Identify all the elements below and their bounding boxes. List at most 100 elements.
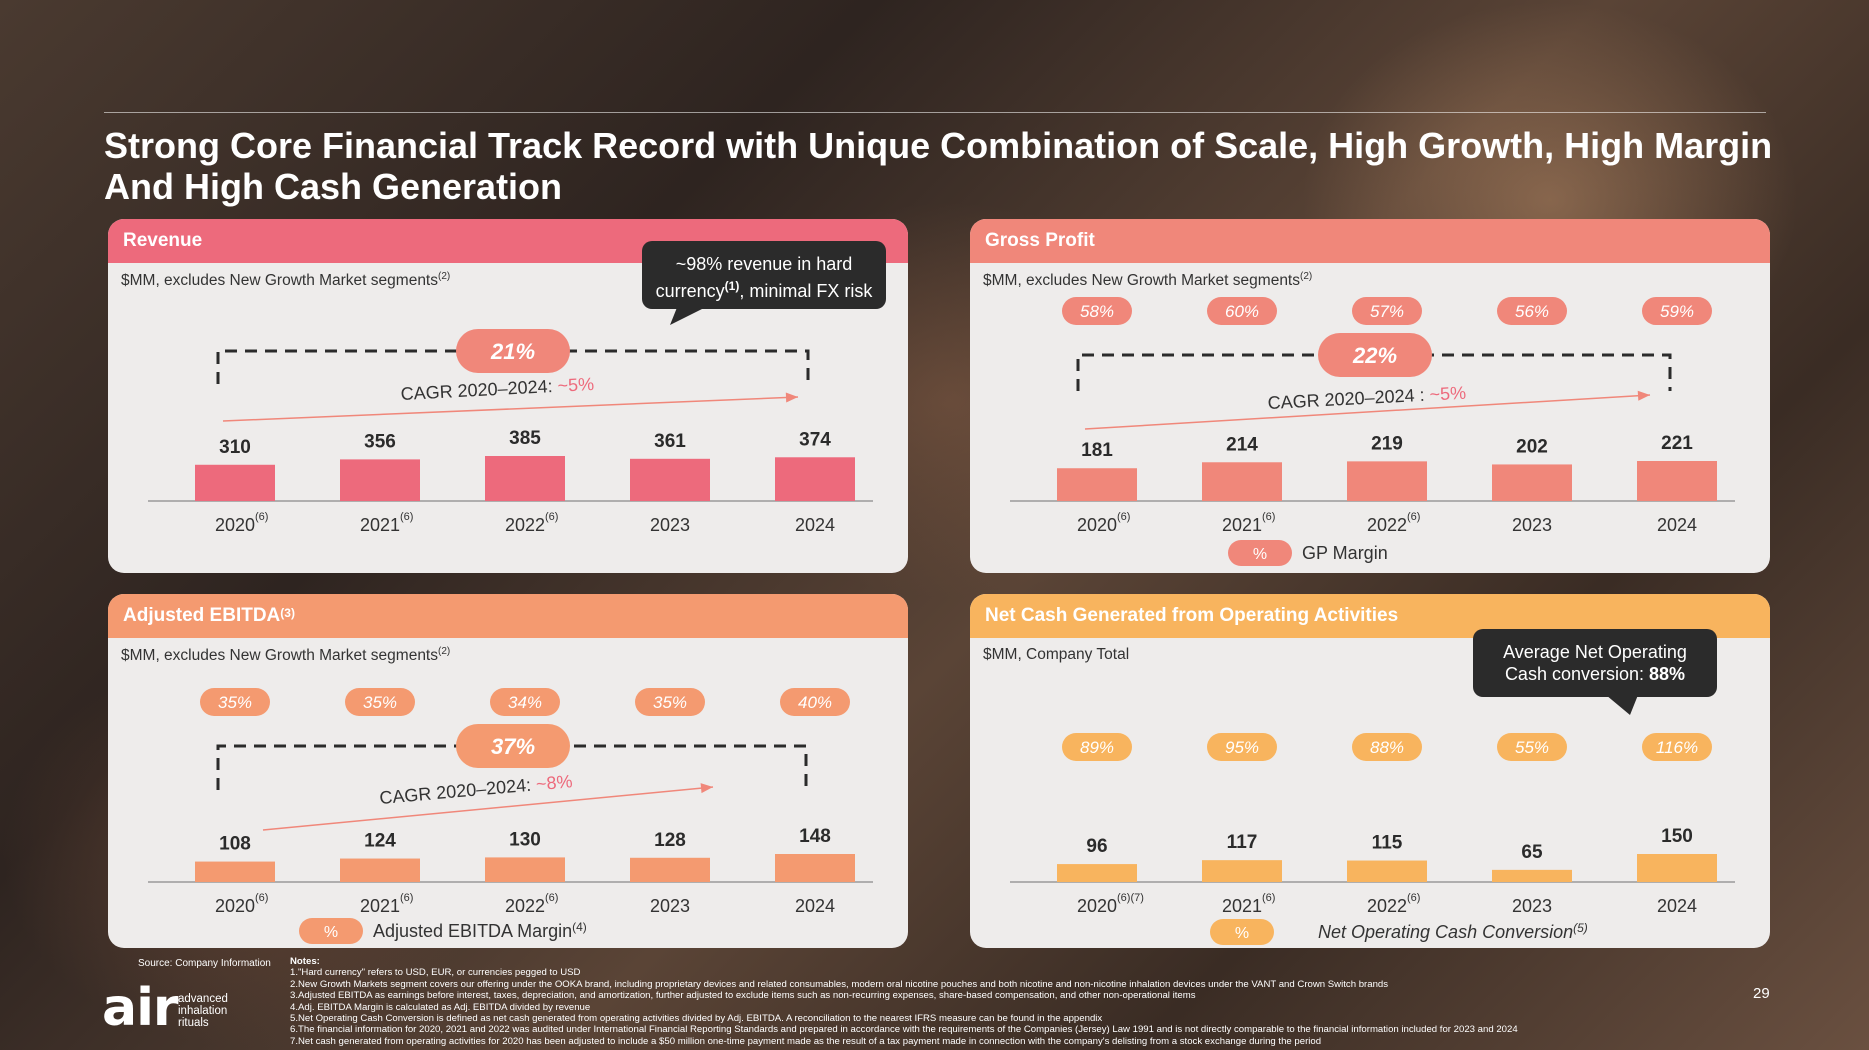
data-label: 361 <box>654 431 686 452</box>
ebitda-panel: Adjusted EBITDA(3) $MM, excludes New Gro… <box>108 594 908 948</box>
data-label: 221 <box>1661 433 1693 454</box>
margin-label: 55% <box>1515 738 1549 757</box>
revenue-callout: ~98% revenue in hard currency(1), minima… <box>642 241 886 309</box>
net-cash-callout-value: 88% <box>1649 664 1686 684</box>
ebitda-subtitle-footnote: (2) <box>438 646 451 657</box>
data-label: 115 <box>1372 833 1403 854</box>
logo-wordmark: air <box>102 978 179 1038</box>
cagr-arrowhead <box>700 783 713 794</box>
margin-pill <box>635 688 705 716</box>
data-label: 150 <box>1661 826 1693 847</box>
tick-label-footnote: (6) <box>545 511 558 523</box>
source-note: Source: Company Information <box>138 958 271 969</box>
legend-footnote: (5) <box>1573 921 1588 935</box>
note-item: 6.The financial information for 2020, 20… <box>290 1024 1518 1036</box>
net-cash-subtitle: $MM, Company Total <box>983 646 1129 664</box>
cagr-arrow <box>1084 394 1651 430</box>
margin-label: 95% <box>1225 738 1259 757</box>
tick-label: 2021 <box>360 515 400 535</box>
tick-label-footnote: (6) <box>1407 892 1420 904</box>
margin-label: 57% <box>1370 302 1404 321</box>
tick-label-footnote: (6) <box>545 892 558 904</box>
bar <box>340 858 420 882</box>
tick-label: 2022 <box>505 515 545 535</box>
tick-label-footnote: (6) <box>1407 511 1420 523</box>
margin-label: 88% <box>1370 738 1404 757</box>
legend-label: Adjusted EBITDA Margin(4) <box>373 920 587 941</box>
margin-label: 35% <box>218 693 252 712</box>
margin-label: 60% <box>1225 302 1259 321</box>
revenue-subtitle-text: $MM, excludes New Growth Market segments <box>121 272 438 290</box>
data-label: 108 <box>219 834 251 855</box>
margin-pill <box>1207 297 1277 325</box>
cagr-label-text: CAGR 2020–2024: <box>379 774 537 808</box>
bar <box>630 857 710 882</box>
margin-label: 35% <box>363 693 397 712</box>
data-label: 181 <box>1081 440 1113 461</box>
legend-symbol <box>1228 540 1292 566</box>
legend-symbol-label: % <box>324 924 338 941</box>
note-item: 7.Net cash generated from operating acti… <box>290 1035 1322 1047</box>
note-item: 1."Hard currency" refers to USD, EUR, or… <box>290 967 581 979</box>
net-cash-subtitle-text: $MM, Company Total <box>983 646 1130 663</box>
bar <box>485 456 565 501</box>
logo-tagline-line: rituals <box>178 1017 209 1029</box>
gross-profit-header-label: Gross Profit <box>985 230 1095 251</box>
tick-label-footnote: (6) <box>1262 511 1275 523</box>
cagr-label: CAGR 2020–2024: ~5% <box>400 374 594 404</box>
bar <box>1347 860 1427 882</box>
bar <box>1492 869 1572 882</box>
margin-pill <box>1062 733 1132 761</box>
tick-label: 2023 <box>1512 515 1552 535</box>
revenue-subtitle-footnote: (2) <box>438 271 451 282</box>
revenue-callout-currency: currency <box>655 281 725 301</box>
bar <box>1202 860 1282 882</box>
tick-label-footnote: (6)(7) <box>1117 892 1144 904</box>
ebitda-subtitle: $MM, excludes New Growth Market segments… <box>121 646 450 665</box>
bar <box>340 459 420 501</box>
data-label: 310 <box>219 437 251 458</box>
note-item: 2.New Growth Markets segment covers our … <box>290 978 1389 990</box>
margin-pill <box>1062 297 1132 325</box>
data-label: 356 <box>364 431 396 452</box>
tick-label: 2021 <box>1222 896 1262 916</box>
growth-pill <box>456 724 570 768</box>
tick-label: 2023 <box>650 515 690 535</box>
cagr-arrowhead <box>785 392 798 403</box>
data-label: 219 <box>1371 433 1403 454</box>
bar <box>775 854 855 882</box>
revenue-header-label: Revenue <box>123 230 203 251</box>
page-title: Strong Core Financial Track Record with … <box>104 125 1773 207</box>
margin-label: 40% <box>798 693 832 712</box>
gross-profit-subtitle-text: $MM, excludes New Growth Market segments <box>983 272 1300 290</box>
margin-pill <box>780 688 850 716</box>
bar <box>630 458 710 501</box>
margin-pill <box>1207 733 1277 761</box>
gross-profit-panel: Gross Profit $MM, excludes New Growth Ma… <box>970 219 1770 573</box>
growth-pill <box>1318 333 1432 377</box>
ebitda-subtitle-text: $MM, excludes New Growth Market segments <box>121 647 438 665</box>
data-label: 148 <box>799 826 831 847</box>
legend-footnote: (4) <box>572 920 587 934</box>
cagr-value: ~5% <box>557 374 595 396</box>
margin-label: 35% <box>653 693 687 712</box>
growth-label: 21% <box>490 339 535 364</box>
cagr-arrow <box>262 786 714 831</box>
data-label: 117 <box>1227 832 1258 853</box>
tick-label-footnote: (6) <box>1262 892 1275 904</box>
gross-profit-subtitle: $MM, excludes New Growth Market segments… <box>983 271 1312 290</box>
footnotes: Notes: 1."Hard currency" refers to USD, … <box>290 956 1740 1047</box>
data-label: 96 <box>1086 836 1107 857</box>
ebitda-header-label: Adjusted EBITDA <box>123 605 281 626</box>
net-cash-callout: Average Net Operating Cash conversion: 8… <box>1473 629 1717 697</box>
legend-symbol <box>1210 919 1274 945</box>
margin-pill <box>345 688 415 716</box>
net-cash-callout-label: Cash conversion: <box>1504 664 1650 684</box>
margin-pill <box>1352 297 1422 325</box>
ebitda-header: Adjusted EBITDA(3) <box>108 594 908 638</box>
data-label: 130 <box>509 829 541 850</box>
note-item: 3.Adjusted EBITDA as earnings before int… <box>290 990 1196 1002</box>
tick-label: 2023 <box>650 896 690 916</box>
